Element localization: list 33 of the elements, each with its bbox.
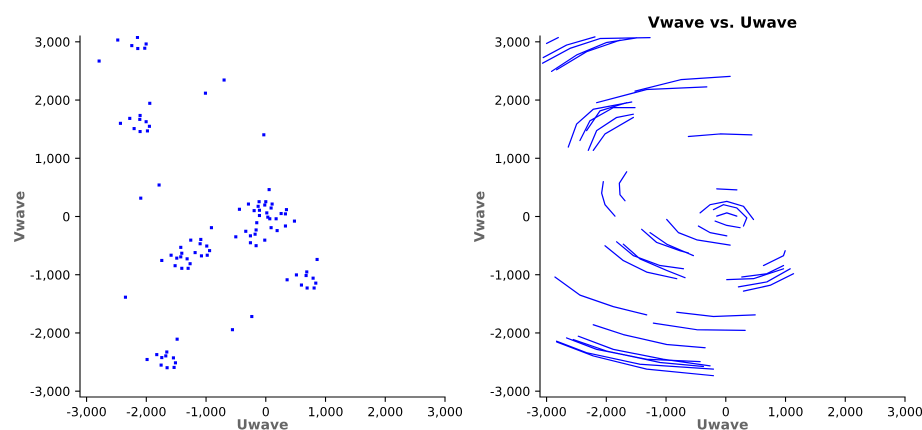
y-tick-label: -1,000 [490, 270, 530, 281]
x-tick-label: -1,000 [646, 406, 686, 418]
y-tick-label: -2,000 [490, 328, 530, 340]
x-tick-label: -3,000 [527, 406, 566, 418]
x-axis-title: Uwave [238, 419, 288, 430]
y-tick-label: 3,000 [35, 37, 70, 48]
y-tick-label: 2,000 [495, 96, 530, 106]
x-tick-label: 1,000 [309, 406, 343, 418]
y-tick-label: 2,000 [35, 96, 70, 106]
y-tick-label: -3,000 [30, 386, 70, 398]
x-tick-label: -1,000 [186, 406, 226, 418]
x-tick-label: -2,000 [126, 406, 166, 418]
y-tick-label: 3,000 [495, 37, 530, 48]
x-tick-label: 2,000 [828, 406, 862, 418]
x-tick-label: 3,000 [888, 406, 922, 418]
x-tick-label: 2,000 [368, 406, 402, 418]
x-axis-title: Uwave [698, 419, 748, 430]
y-tick-label: -2,000 [30, 328, 70, 340]
x-tick-label: -3,000 [67, 406, 106, 418]
y-tick-label: 1,000 [36, 154, 70, 164]
y-tick-label: -1,000 [30, 270, 70, 281]
y-tick-label: 1,000 [496, 154, 530, 164]
x-tick-label: 1,000 [769, 406, 803, 418]
x-tick-label: -2,000 [586, 406, 626, 418]
x-tick-label: 0 [722, 406, 729, 416]
y-axis-title: Vwave [474, 191, 485, 242]
x-tick-label: 3,000 [428, 406, 462, 418]
x-tick-label: 0 [262, 406, 269, 416]
y-tick-label: 0 [63, 212, 70, 222]
y-tick-label: 0 [523, 212, 530, 222]
y-axis-title: Vwave [14, 191, 25, 242]
chart-title: Vwave vs. Uwave [648, 16, 796, 28]
y-tick-label: -3,000 [490, 386, 530, 398]
